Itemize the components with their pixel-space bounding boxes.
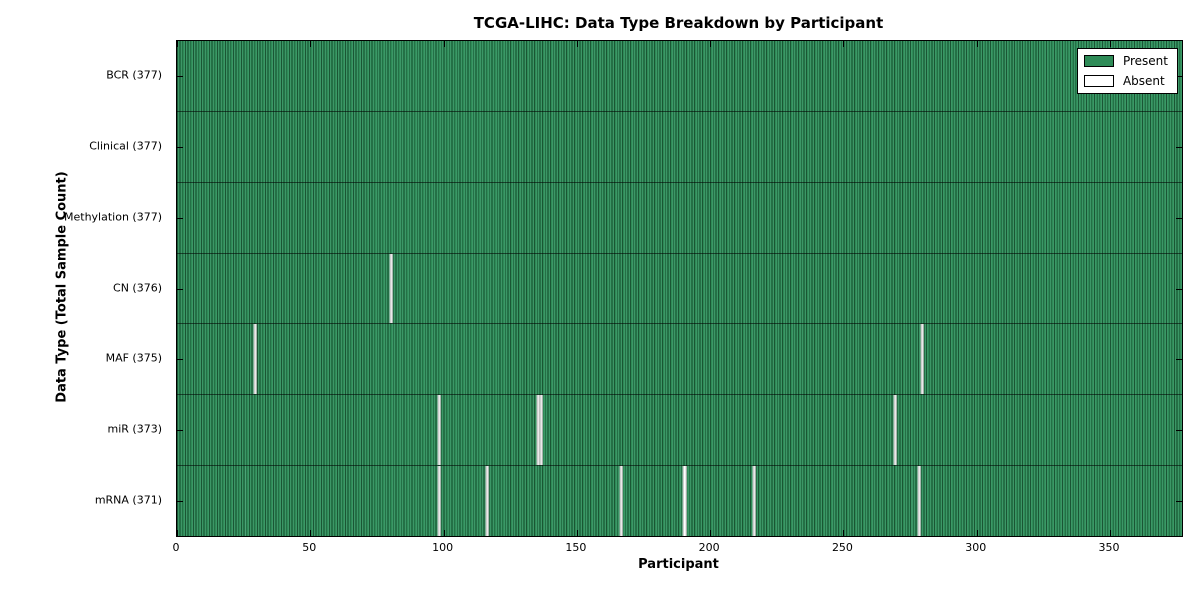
y-tick-mark	[177, 359, 183, 361]
x-tick-mark	[710, 530, 712, 536]
legend-label-absent: Absent	[1122, 74, 1165, 88]
chart-title: TCGA-LIHC: Data Type Breakdown by Partic…	[473, 14, 884, 32]
absent-swatch-icon	[1083, 75, 1114, 87]
x-tick-mark	[310, 41, 312, 47]
y-tick-label-Methylation: Methylation (377)	[64, 210, 162, 224]
x-tick-label: 100	[432, 541, 454, 554]
legend-label-present: Present	[1122, 54, 1168, 68]
absent-gap	[893, 395, 897, 466]
y-tick-label-CN: CN (376)	[113, 281, 162, 294]
row-Methylation	[177, 182, 1182, 254]
x-tick-mark	[310, 530, 312, 536]
x-tick-mark	[177, 41, 178, 47]
x-tick-mark	[1110, 41, 1112, 47]
y-tick-mark	[177, 500, 183, 502]
y-axis-label: Data Type (Total Sample Count)	[54, 171, 70, 403]
x-tick-labels: 0 50 100 150 200 250 300 350	[172, 541, 1181, 557]
present-swatch-icon	[1083, 55, 1114, 67]
y-tick-mark	[1176, 288, 1182, 290]
x-tick-label: 200	[698, 541, 720, 554]
row-BCR	[177, 41, 1182, 112]
absent-gap	[619, 466, 623, 537]
y-tick-mark	[177, 288, 183, 290]
x-tick-label: 0	[172, 541, 180, 554]
row-mRNA	[177, 466, 1182, 537]
y-tick-label-BCR: BCR (377)	[106, 68, 162, 82]
legend-item-absent: Absent	[1083, 74, 1168, 88]
y-tick-mark	[177, 217, 183, 219]
row-CN	[177, 253, 1182, 325]
row-miR	[177, 395, 1182, 467]
absent-gap	[253, 324, 258, 395]
absent-gap	[389, 253, 394, 324]
x-tick-mark	[976, 41, 978, 47]
x-tick-label: 50	[302, 541, 317, 554]
absent-gap	[485, 466, 490, 537]
y-tick-mark	[1176, 429, 1182, 431]
y-tick-labels: BCR (377) Clinical (377) Methylation (377)…	[0, 40, 170, 535]
y-tick-mark	[1176, 217, 1182, 219]
x-axis-label: Participant	[638, 557, 719, 572]
y-tick-label-miR: miR (373)	[107, 422, 163, 436]
row-Clinical	[177, 111, 1182, 183]
x-tick-mark	[576, 530, 578, 536]
absent-gap	[752, 466, 756, 537]
x-tick-mark	[710, 41, 712, 47]
y-tick-mark	[1176, 500, 1182, 502]
y-tick-mark	[177, 429, 183, 431]
x-tick-label: 350	[1098, 541, 1120, 554]
heatmap-rows	[177, 41, 1182, 537]
x-tick-mark	[443, 41, 445, 47]
absent-gap	[539, 395, 543, 466]
x-tick-label: 150	[565, 541, 587, 554]
y-tick-mark	[1176, 359, 1182, 361]
x-tick-label: 300	[965, 541, 987, 554]
x-tick-mark	[1110, 530, 1112, 536]
y-tick-label-Clinical: Clinical (377)	[89, 139, 162, 153]
y-tick-mark	[1176, 76, 1182, 78]
row-MAF	[177, 324, 1182, 396]
plot-area: Present Absent	[176, 40, 1183, 537]
legend: Present Absent	[1076, 48, 1178, 94]
x-tick-mark	[843, 530, 845, 536]
x-tick-mark	[177, 530, 178, 536]
absent-gap	[437, 395, 442, 466]
y-tick-mark	[177, 76, 183, 78]
absent-gap	[683, 466, 687, 537]
x-tick-label: 250	[831, 541, 853, 554]
absent-gap	[920, 324, 924, 395]
x-tick-mark	[976, 530, 978, 536]
y-tick-mark	[177, 147, 183, 149]
x-tick-mark	[443, 530, 445, 536]
y-tick-label-mRNA: mRNA (371)	[94, 493, 162, 507]
y-tick-label-MAF: MAF (375)	[105, 351, 162, 365]
y-tick-mark	[1176, 147, 1182, 149]
absent-gap	[917, 466, 921, 537]
x-tick-mark	[576, 41, 578, 47]
x-tick-mark	[843, 41, 845, 47]
legend-item-present: Present	[1083, 54, 1168, 68]
absent-gap	[437, 466, 442, 537]
